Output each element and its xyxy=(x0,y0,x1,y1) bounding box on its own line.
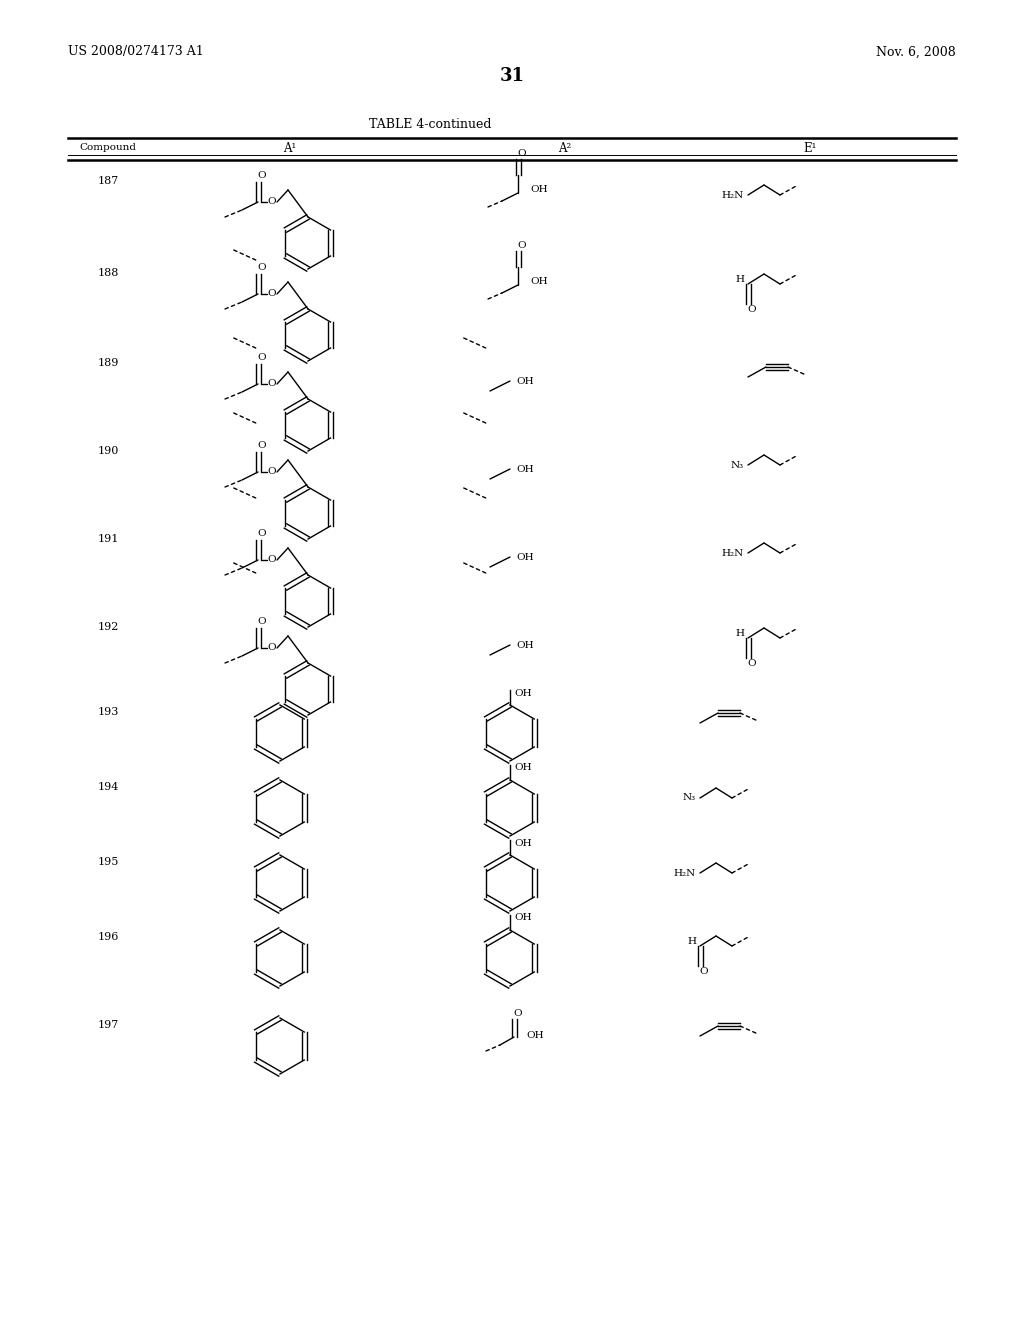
Text: 187: 187 xyxy=(97,176,119,186)
Text: 197: 197 xyxy=(97,1020,119,1030)
Text: O: O xyxy=(518,149,526,158)
Text: US 2008/0274173 A1: US 2008/0274173 A1 xyxy=(68,45,204,58)
Text: OH: OH xyxy=(514,838,531,847)
Text: Compound: Compound xyxy=(80,144,136,153)
Text: O: O xyxy=(748,305,757,314)
Text: 189: 189 xyxy=(97,358,119,368)
Text: OH: OH xyxy=(530,276,548,285)
Text: H₂N: H₂N xyxy=(722,190,744,199)
Text: O: O xyxy=(258,172,266,181)
Text: OH: OH xyxy=(516,465,534,474)
Text: E¹: E¹ xyxy=(803,141,817,154)
Text: A²: A² xyxy=(558,141,571,154)
Text: O: O xyxy=(699,968,709,977)
Text: O: O xyxy=(514,1008,522,1018)
Text: 192: 192 xyxy=(97,622,119,632)
Text: H: H xyxy=(687,936,696,945)
Text: OH: OH xyxy=(516,376,534,385)
Text: OH: OH xyxy=(516,640,534,649)
Text: O: O xyxy=(267,289,276,298)
Text: N₃: N₃ xyxy=(731,461,744,470)
Text: O: O xyxy=(518,242,526,251)
Text: H₂N: H₂N xyxy=(722,549,744,557)
Text: 191: 191 xyxy=(97,535,119,544)
Text: Nov. 6, 2008: Nov. 6, 2008 xyxy=(877,45,956,58)
Text: O: O xyxy=(258,441,266,450)
Text: OH: OH xyxy=(516,553,534,561)
Text: A¹: A¹ xyxy=(284,141,297,154)
Text: OH: OH xyxy=(530,185,548,194)
Text: H: H xyxy=(735,275,744,284)
Text: 190: 190 xyxy=(97,446,119,455)
Text: O: O xyxy=(258,354,266,363)
Text: O: O xyxy=(267,467,276,477)
Text: 194: 194 xyxy=(97,781,119,792)
Text: O: O xyxy=(267,556,276,565)
Text: O: O xyxy=(267,380,276,388)
Text: N₃: N₃ xyxy=(683,793,696,803)
Text: O: O xyxy=(267,198,276,206)
Text: 195: 195 xyxy=(97,857,119,867)
Text: OH: OH xyxy=(526,1031,544,1040)
Text: 188: 188 xyxy=(97,268,119,279)
Text: O: O xyxy=(267,644,276,652)
Text: O: O xyxy=(258,529,266,539)
Text: TABLE 4-continued: TABLE 4-continued xyxy=(369,119,492,132)
Text: 193: 193 xyxy=(97,708,119,717)
Text: OH: OH xyxy=(514,689,531,697)
Text: OH: OH xyxy=(514,913,531,923)
Text: 31: 31 xyxy=(500,67,524,84)
Text: OH: OH xyxy=(514,763,531,772)
Text: 196: 196 xyxy=(97,932,119,942)
Text: O: O xyxy=(258,264,266,272)
Text: O: O xyxy=(258,618,266,627)
Text: H: H xyxy=(735,628,744,638)
Text: H₂N: H₂N xyxy=(674,869,696,878)
Text: O: O xyxy=(748,660,757,668)
